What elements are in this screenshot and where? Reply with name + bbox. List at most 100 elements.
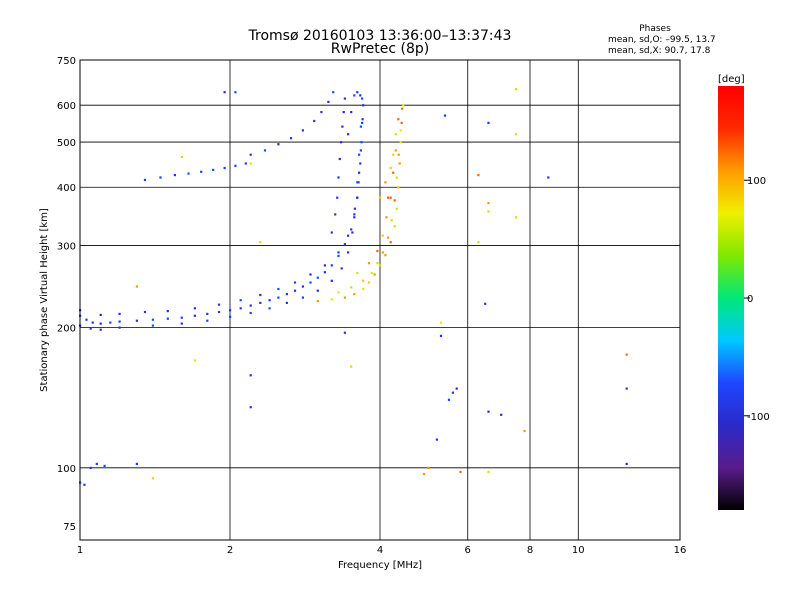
data-point <box>249 406 252 409</box>
data-point <box>239 307 242 310</box>
data-point <box>249 304 252 307</box>
data-point <box>259 293 262 297</box>
x-tick-label: 10 <box>572 545 585 556</box>
data-point <box>397 186 400 189</box>
y-tick-label: 750 <box>57 56 76 67</box>
data-point <box>343 97 346 100</box>
data-point <box>487 202 490 205</box>
data-point <box>301 285 304 288</box>
data-point <box>330 231 333 234</box>
colorbar-tick-label: 100 <box>747 176 766 187</box>
data-point <box>135 285 138 288</box>
data-point <box>109 321 112 324</box>
data-point <box>439 334 443 337</box>
data-point <box>402 104 405 107</box>
data-point <box>99 322 102 325</box>
data-point <box>398 162 401 165</box>
data-point <box>316 276 319 279</box>
data-point <box>515 216 518 219</box>
data-point <box>397 118 400 121</box>
data-point <box>347 133 350 136</box>
data-point <box>447 398 451 401</box>
data-point <box>91 321 94 324</box>
data-point <box>397 153 400 156</box>
data-point <box>89 327 92 330</box>
phases-title: Phases <box>639 24 671 34</box>
data-point <box>244 162 247 165</box>
data-point <box>277 296 280 299</box>
data-point <box>547 176 550 179</box>
data-point <box>376 262 379 265</box>
data-point <box>500 413 503 416</box>
x-tick-label: 8 <box>527 545 533 556</box>
data-point <box>356 196 359 199</box>
data-point <box>390 219 393 222</box>
data-point <box>387 196 390 199</box>
data-point <box>159 176 162 179</box>
data-point <box>187 172 190 175</box>
data-point <box>356 181 359 184</box>
plot-frame <box>79 59 681 541</box>
data-point <box>320 111 323 114</box>
data-point <box>143 310 147 314</box>
data-point <box>399 141 402 144</box>
data-point <box>477 174 480 177</box>
data-point <box>229 309 232 312</box>
data-point <box>239 299 242 302</box>
data-point <box>340 267 343 270</box>
data-point <box>370 271 373 275</box>
data-point <box>166 310 169 313</box>
data-point <box>327 100 330 103</box>
data-point <box>487 470 490 474</box>
data-point <box>373 273 376 276</box>
data-point <box>362 104 365 107</box>
data-point <box>356 91 359 94</box>
data-point <box>259 301 262 304</box>
x-tick-label: 2 <box>227 545 233 556</box>
data-point <box>358 171 361 174</box>
data-point <box>336 196 339 199</box>
colorbar-tick-label: -100 <box>747 412 770 423</box>
data-point <box>389 241 392 244</box>
data-point <box>229 315 232 318</box>
data-point <box>389 166 392 170</box>
data-point <box>301 129 304 132</box>
data-point <box>367 281 371 284</box>
data-point <box>385 216 388 219</box>
data-point <box>309 273 312 276</box>
data-point <box>399 129 402 132</box>
data-point <box>360 141 363 144</box>
data-point <box>350 365 353 368</box>
data-point <box>217 303 221 306</box>
data-point <box>206 312 209 315</box>
data-point <box>401 107 404 110</box>
data-point <box>259 241 262 244</box>
y-axis-label: Stationary phase Virtual Height [km] <box>39 208 50 392</box>
data-point <box>206 319 209 322</box>
data-point <box>379 196 382 199</box>
data-point <box>268 307 271 310</box>
data-point <box>362 279 365 282</box>
data-point <box>118 312 121 315</box>
data-point <box>234 91 237 94</box>
data-point <box>359 162 362 165</box>
data-point <box>343 331 346 334</box>
data-point <box>400 121 403 124</box>
data-point <box>343 296 346 299</box>
chart-title-line1: Tromsø 20160103 13:36:00–13:37:43 <box>248 28 512 44</box>
data-point <box>193 359 196 362</box>
data-point <box>340 141 343 144</box>
data-point <box>351 231 354 234</box>
data-point <box>384 254 387 257</box>
data-point <box>487 210 490 213</box>
data-point <box>439 321 443 324</box>
data-point <box>347 234 350 237</box>
data-point <box>118 320 121 323</box>
data-point <box>89 466 92 469</box>
data-point <box>212 168 215 171</box>
data-point <box>353 94 356 97</box>
data-point <box>293 289 297 292</box>
data-point <box>353 216 356 219</box>
data-point <box>180 322 183 325</box>
